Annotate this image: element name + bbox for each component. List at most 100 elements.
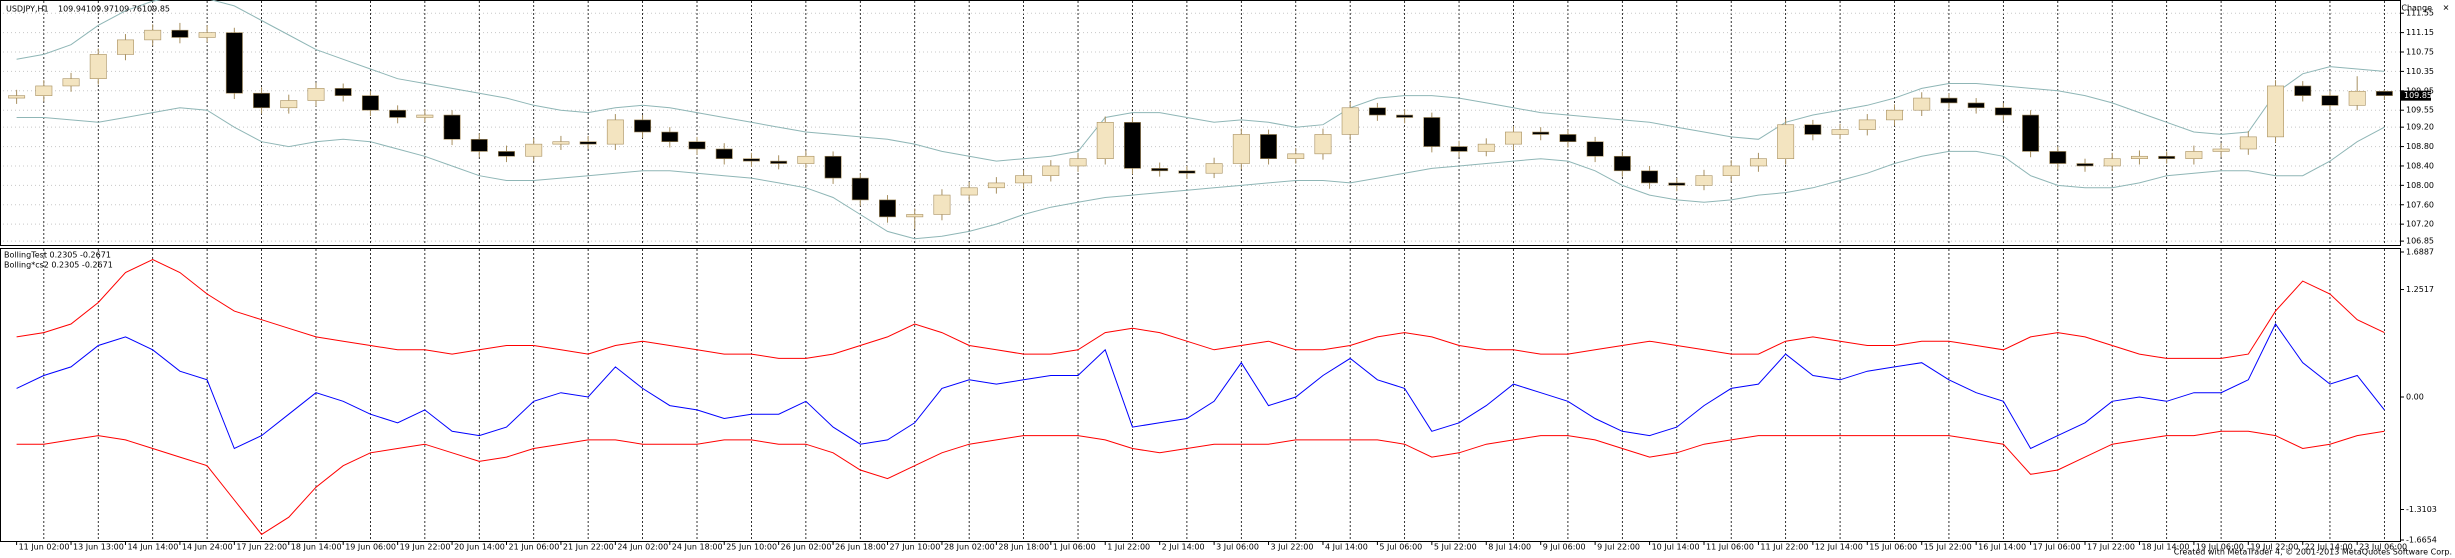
x-tick-label: 12 Jul 14:00 bbox=[1815, 543, 1863, 552]
x-tick-label: 15 Jul 06:00 bbox=[1869, 543, 1917, 552]
candle-body bbox=[2076, 163, 2094, 167]
y-tick-label: 1.2517 bbox=[2406, 285, 2434, 294]
candle-body bbox=[1804, 124, 1822, 135]
candle-body bbox=[1858, 119, 1876, 130]
y-tick-label: -1.6654 bbox=[2406, 536, 2437, 545]
candle-body bbox=[634, 119, 652, 133]
candle-body bbox=[1368, 107, 1386, 116]
footer: Created with MetaTrader 4, © 2001-2013 M… bbox=[2174, 548, 2452, 557]
x-tick-label: 13 Jun 13:00 bbox=[73, 543, 124, 552]
candle-body bbox=[361, 95, 379, 111]
candle-body bbox=[1967, 102, 1985, 109]
candle-body bbox=[1831, 129, 1849, 135]
candle-body bbox=[960, 187, 978, 196]
candle-body bbox=[1069, 158, 1087, 167]
candle-body bbox=[498, 151, 515, 157]
x-tick-label: 14 Jun 14:00 bbox=[127, 543, 178, 552]
candle-body bbox=[89, 54, 107, 79]
candle-body bbox=[525, 143, 543, 157]
close-icon[interactable]: ✕ bbox=[2443, 4, 2450, 13]
ohlc-value: 109.85 bbox=[142, 5, 170, 14]
candle-body bbox=[1722, 165, 1740, 176]
candle-body bbox=[1940, 97, 1958, 104]
change-button[interactable]: Change bbox=[2401, 4, 2432, 13]
candle-body bbox=[280, 100, 298, 109]
x-tick-label: 17 Jun 22:00 bbox=[236, 543, 287, 552]
candle-body bbox=[62, 78, 80, 87]
y-tick-label: 109.20 bbox=[2406, 123, 2434, 132]
x-tick-label: 15 Jul 22:00 bbox=[1924, 543, 1972, 552]
x-tick-label: 19 Jun 22:00 bbox=[400, 543, 451, 552]
x-tick-label: 21 Jun 06:00 bbox=[508, 543, 559, 552]
indicator-line bbox=[16, 430, 2385, 536]
candle-body bbox=[797, 155, 815, 164]
candle-body bbox=[906, 214, 924, 218]
x-tick-label: 26 Jun 02:00 bbox=[781, 543, 832, 552]
chart-title: USDJPY,H1 bbox=[6, 5, 49, 14]
candle-body bbox=[1205, 163, 1223, 174]
candle-body bbox=[2130, 155, 2148, 159]
x-tick-label: 17 Jul 22:00 bbox=[2087, 543, 2135, 552]
candle-body bbox=[334, 88, 352, 96]
y-tick-label: 108.00 bbox=[2406, 181, 2434, 190]
x-tick-label: 18 Jun 14:00 bbox=[291, 543, 342, 552]
x-tick-label: 21 Jun 22:00 bbox=[563, 543, 614, 552]
y-tick-label: 108.80 bbox=[2406, 142, 2434, 151]
candle-body bbox=[198, 32, 216, 38]
y-tick-label: 111.15 bbox=[2406, 28, 2434, 37]
candle-body bbox=[851, 177, 869, 201]
band-line bbox=[16, 0, 2385, 162]
x-tick-label: 9 Jul 06:00 bbox=[1543, 543, 1586, 552]
x-tick-label: 16 Jul 14:00 bbox=[1978, 543, 2026, 552]
x-tick-label: 1 Jul 22:00 bbox=[1107, 543, 1150, 552]
candle-body bbox=[688, 141, 706, 150]
x-tick-label: 19 Jul 06:00 bbox=[2196, 543, 2244, 552]
indicator-panel bbox=[0, 248, 2401, 542]
candle-body bbox=[1096, 122, 1114, 159]
candle-body bbox=[2158, 155, 2176, 159]
x-tick-label: 19 Jun 06:00 bbox=[345, 543, 396, 552]
x-tick-label: 18 Jul 14:00 bbox=[2141, 543, 2189, 552]
candle-body bbox=[1341, 107, 1359, 135]
indicator-line bbox=[16, 259, 2385, 359]
y-tick-label: 107.60 bbox=[2406, 200, 2434, 209]
candle-body bbox=[1586, 141, 1604, 157]
x-tick-label: 24 Jun 02:00 bbox=[617, 543, 668, 552]
y-tick-label: 0.00 bbox=[2406, 393, 2424, 402]
candle-body bbox=[2049, 151, 2067, 164]
candle-body bbox=[1232, 134, 1250, 164]
y-tick-label: 108.40 bbox=[2406, 161, 2434, 170]
x-tick-label: 25 Jun 10:00 bbox=[726, 543, 777, 552]
x-tick-label: 2 Jul 14:00 bbox=[1162, 543, 1205, 552]
x-tick-label: 4 Jul 14:00 bbox=[1325, 543, 1368, 552]
y-tick-label: 107.20 bbox=[2406, 220, 2434, 229]
candle-body bbox=[579, 141, 597, 145]
x-tick-label: 20 Jun 14:00 bbox=[454, 543, 505, 552]
candle-body bbox=[1886, 109, 1903, 121]
candle-body bbox=[552, 141, 570, 145]
candle-body bbox=[2185, 151, 2203, 159]
candle-body bbox=[470, 138, 488, 152]
x-tick-label: 24 Jun 18:00 bbox=[672, 543, 723, 552]
candle-body bbox=[742, 158, 760, 162]
x-tick-label: 1 Jul 06:00 bbox=[1053, 543, 1096, 552]
candle-body bbox=[1423, 117, 1441, 147]
y-tick-label: 1.6887 bbox=[2406, 248, 2434, 257]
y-tick-label: 110.75 bbox=[2406, 48, 2434, 57]
candle-body bbox=[2239, 136, 2257, 150]
candle-body bbox=[1123, 122, 1141, 169]
candle-body bbox=[1450, 146, 1468, 152]
candle-body bbox=[1913, 97, 1931, 111]
candle-body bbox=[1695, 175, 1713, 186]
candle-body bbox=[2022, 114, 2040, 152]
candle-body bbox=[1178, 170, 1196, 174]
candle-body bbox=[1505, 131, 1522, 145]
candle-body bbox=[715, 148, 733, 159]
candle-body bbox=[1668, 182, 1686, 186]
ohlc-value: 109.76 bbox=[114, 5, 142, 14]
candle-body bbox=[1260, 134, 1278, 159]
candle-body bbox=[171, 29, 189, 38]
x-tick-label: 10 Jul 14:00 bbox=[1652, 543, 1700, 552]
